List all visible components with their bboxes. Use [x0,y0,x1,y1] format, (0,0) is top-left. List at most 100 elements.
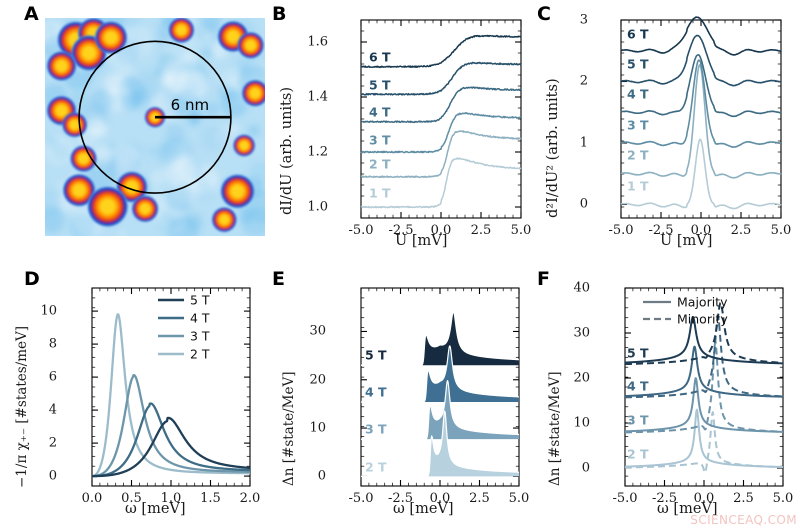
minority-4T [624,315,784,399]
y-tick-label: 1.6 [307,34,328,50]
curve-3T [360,112,522,154]
area-2T [361,411,519,477]
y-tick-label: 10 [573,415,590,431]
minority-2T [624,411,784,474]
panel-e: E Δn [#state/MeV] ω [meV] -5.0 -2.5 0.0 2.5… [265,258,535,530]
minority-3T [624,341,784,434]
curve-label-4t: 4 T [627,378,649,394]
y-tick-label: 0 [579,196,588,212]
y-tick-label: 20 [573,370,590,386]
panel-a: A 6 nm [0,0,265,258]
x-tick-label: 0.0 [690,223,712,238]
curve-label-2t: 2 T [627,446,649,462]
y-tick-label: 10 [40,303,57,319]
curve-label-6t: 6 T [369,49,391,65]
panel-b-ylabel: dI/dU (arb. units) [279,87,295,215]
x-tick-label: 5.0 [510,223,532,238]
y-tick-label: 40 [573,280,590,296]
curve-label-2t: 2 T [365,459,387,475]
x-tick-label: -5.0 [348,223,374,238]
curve-label-6t: 6 T [627,26,649,42]
x-tick-label: -5.0 [608,223,634,238]
y-tick-label: 1 [579,135,588,151]
panel-c-xlabel: U [mV] [660,233,713,249]
x-tick-label: -5.0 [612,491,638,506]
curve-label-3t: 3 T [627,117,649,133]
y-tick-label: 30 [309,323,326,339]
area-3T [361,380,519,440]
y-tick-label: 8 [48,336,57,352]
panel-e-letter: E [272,268,285,290]
curve-5T [91,416,251,478]
curve-5T [360,61,522,96]
panel-f: F Δn [#state/MeV] ω [meV] -5.0 -2.5 0.0 2.5… [535,258,800,530]
x-tick-label: 0.0 [429,491,451,506]
curve-label-2t: 2 T [369,156,391,172]
y-tick-label: 2 [48,435,57,451]
panel-b-plot [360,19,522,219]
watermark: SCIENCEAQ.COM [690,513,797,527]
x-tick-label: 0.0 [430,223,452,238]
curve-2T [91,313,251,478]
curve-label-3t: 3 T [365,421,387,437]
panel-f-plot [624,287,784,487]
legend-label-5T: 5 T [190,292,210,308]
panel-c: C d²I/dU² (arb. units) U [mV] -5.0 -2.5 0.… [535,0,800,258]
x-tick-label: -2.5 [387,491,414,506]
panel-c-ylabel: d²I/dU² (arb. units) [545,78,561,218]
curve-label-5t: 5 T [627,56,649,72]
x-tick-label: 0.0 [693,491,715,506]
x-tick-label: -2.5 [651,491,678,506]
y-tick-label: 0 [581,460,590,476]
curve-label-4t: 4 T [627,86,649,102]
legend-label-3T: 3 T [190,328,210,344]
majority-5T [624,315,784,365]
panel-c-letter: C [537,3,551,25]
x-tick-label: -2.5 [388,223,414,238]
panel-d: D −1/π χ₊₋ [#states/meV] ω [meV] 0.0 0.5 1… [0,258,265,530]
panel-b: B dI/dU (arb. units) U [mV] -5.0 -2.5 0.0 2… [265,0,535,258]
x-tick-label: 2.5 [730,223,752,238]
curve-label-5t: 5 T [627,345,649,361]
x-tick-label: 2.5 [470,223,492,238]
curve-3T [620,59,782,148]
curve-6T [360,34,522,69]
legend-label-majority: Majority [677,294,728,310]
y-tick-label: 20 [309,372,326,388]
curve-label-4t: 4 T [369,104,391,120]
y-tick-label: 0 [48,468,57,484]
panel-f-ylabel: Δn [#state/MeV] [547,371,563,486]
x-tick-label: 0.5 [121,491,142,506]
legend-label-minority: Minority [677,311,728,327]
x-tick-label: -5.0 [348,491,374,506]
curve-label-3t: 3 T [369,132,391,148]
curve-3T [91,374,251,478]
curve-1T [620,138,782,210]
panel-f-letter: F [537,268,550,290]
y-tick-label: 10 [309,420,326,436]
y-tick-label: 3 [579,12,588,28]
curve-label-5t: 5 T [365,347,387,363]
panel-d-letter: D [24,268,40,290]
y-tick-label: 1.0 [307,199,328,215]
y-tick-label: 4 [48,402,57,418]
panel-f-xlabel: ω [meV] [657,501,718,517]
minority-5T [624,301,784,366]
x-tick-label: 2.0 [239,491,261,506]
x-tick-label: 0.0 [81,491,103,506]
x-tick-label: -2.5 [648,223,674,238]
curve-label-3t: 3 T [627,412,649,428]
area-5T [361,311,519,366]
curve-label-1t: 1 T [627,178,649,194]
curve-1T [360,157,522,209]
panel-d-xlabel: ω [meV] [125,501,186,517]
y-tick-label: 30 [573,325,590,341]
curve-4T [360,86,522,124]
majority-3T [624,377,784,433]
y-tick-label: 2 [579,73,588,89]
curve-6T [620,16,782,56]
majority-4T [624,345,784,398]
curve-4T [620,54,782,118]
x-tick-label: 2.5 [733,491,754,506]
